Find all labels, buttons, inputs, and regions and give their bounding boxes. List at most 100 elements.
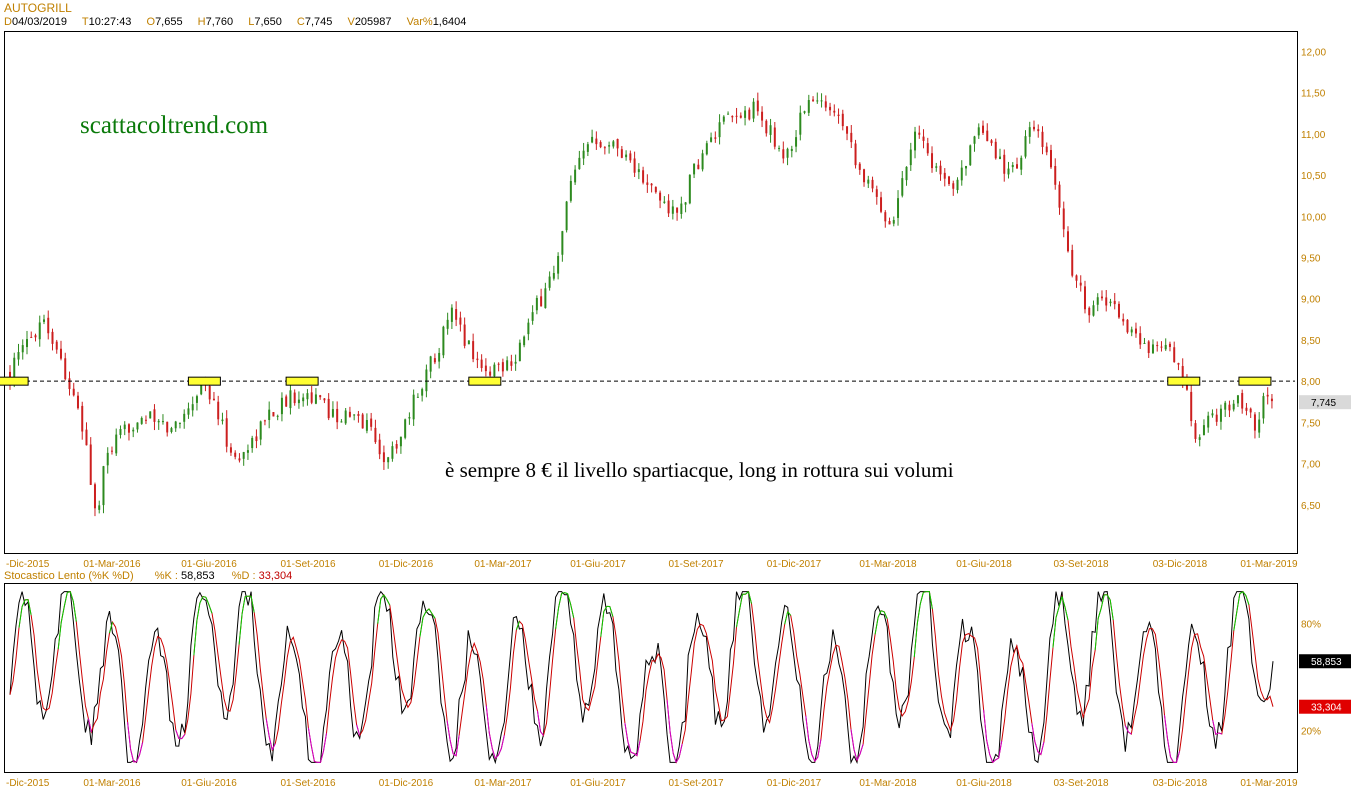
- stoch-y-tick-label: 80%: [1301, 620, 1321, 631]
- oversold-segment: [488, 732, 493, 749]
- oversold-segment: [1167, 738, 1172, 757]
- oversold-segment: [446, 720, 451, 741]
- overbought-segment: [1094, 618, 1099, 650]
- candle-body: [238, 458, 241, 461]
- overbought-segment: [877, 610, 882, 618]
- candle-body: [612, 141, 615, 147]
- price-x-tick-label: 01-Mar-2018: [859, 559, 917, 570]
- candle-body: [552, 273, 555, 279]
- info-high: H7,760: [197, 16, 234, 28]
- candle-body: [140, 417, 143, 424]
- oversold-segment: [1163, 715, 1168, 739]
- overbought-segment: [238, 613, 243, 645]
- candle-body: [650, 183, 653, 186]
- candle-body: [871, 179, 874, 189]
- overbought-segment: [928, 591, 933, 610]
- last-price-label: 7,745: [1311, 398, 1336, 409]
- candle-body: [234, 452, 237, 457]
- candle-body: [1224, 402, 1227, 410]
- support-highlight-box: [285, 376, 319, 386]
- oversold-segment: [986, 739, 991, 755]
- overbought-segment: [913, 623, 918, 658]
- price-x-tick-label: -Dic-2015: [6, 559, 50, 570]
- oversold-segment: [494, 754, 499, 759]
- overbought-segment: [1239, 591, 1244, 595]
- oversold-segment: [491, 748, 496, 759]
- d-label: %D :: [231, 570, 256, 582]
- candle-body: [531, 312, 534, 321]
- candle-body: [1020, 157, 1023, 170]
- candle-body: [370, 418, 373, 427]
- stoch-x-tick-label: 01-Mar-2017: [474, 778, 532, 789]
- candle-body: [727, 113, 730, 115]
- candle-body: [761, 111, 764, 121]
- oversold-segment: [627, 741, 632, 753]
- oversold-segment: [1218, 732, 1222, 735]
- candle-body: [1258, 419, 1261, 433]
- candle-body: [990, 140, 993, 144]
- oversold-segment: [817, 739, 822, 758]
- overbought-segment: [1100, 594, 1105, 609]
- overbought-segment: [380, 594, 385, 600]
- candle-body: [1130, 329, 1133, 333]
- overbought-segment: [57, 622, 62, 650]
- candle-body: [200, 385, 203, 395]
- overbought-segment: [63, 592, 68, 607]
- candle-body: [977, 127, 980, 136]
- overbought-segment: [1242, 591, 1247, 596]
- candle-body: [442, 326, 445, 356]
- candle-body: [586, 144, 589, 152]
- price-chart-panel[interactable]: [4, 31, 1298, 554]
- overbought-segment: [196, 602, 201, 621]
- price-x-tick-label: 01-Giu-2016: [181, 559, 237, 570]
- oversold-segment: [856, 753, 861, 761]
- candle-body: [1215, 414, 1218, 422]
- stochastic-panel[interactable]: [4, 583, 1298, 773]
- oversold-segment: [314, 760, 318, 763]
- candle-body: [119, 429, 122, 435]
- candle-body: [914, 131, 917, 151]
- candle-body: [863, 169, 866, 183]
- oversold-segment: [268, 736, 273, 751]
- candle-body: [948, 176, 951, 185]
- candle-body: [523, 336, 526, 346]
- candle-body: [1028, 127, 1031, 137]
- oversold-segment: [1031, 723, 1036, 742]
- candle-body: [935, 166, 938, 168]
- candle-body: [1139, 333, 1142, 345]
- candle-body: [47, 317, 50, 334]
- candle-body: [620, 149, 623, 158]
- oversold-segment: [319, 750, 324, 763]
- candle-body: [115, 434, 118, 454]
- oversold-segment: [181, 734, 186, 739]
- k-value-marker: [1299, 654, 1351, 669]
- candle-body: [693, 163, 696, 175]
- price-x-tick-label: 01-Set-2016: [280, 559, 335, 570]
- candle-body: [463, 324, 466, 346]
- candle-body: [688, 174, 691, 204]
- candle-body: [1168, 343, 1171, 347]
- overbought-segment: [1064, 607, 1069, 621]
- overbought-segment: [1236, 593, 1241, 612]
- candle-body: [986, 130, 989, 142]
- overbought-segment: [561, 592, 565, 594]
- candle-body: [85, 429, 88, 446]
- overbought-segment: [1055, 606, 1060, 618]
- k-label: %K :: [154, 570, 178, 582]
- candle-body: [276, 415, 279, 417]
- candle-body: [412, 394, 415, 420]
- candle-body: [710, 137, 713, 142]
- oversold-segment: [497, 748, 502, 756]
- price-x-tick-label: 01-Mar-2019: [1240, 559, 1298, 570]
- candle-body: [1024, 136, 1027, 157]
- candle-body: [663, 201, 666, 203]
- candle-body: [1211, 413, 1214, 416]
- candle-body: [55, 341, 58, 350]
- candle-body: [467, 340, 470, 345]
- overbought-segment: [21, 599, 26, 607]
- stoch-x-tick-label: 01-Set-2017: [668, 778, 723, 789]
- candle-body: [527, 322, 530, 335]
- candle-body: [157, 420, 160, 423]
- overbought-segment: [27, 599, 32, 615]
- candle-body: [493, 364, 496, 377]
